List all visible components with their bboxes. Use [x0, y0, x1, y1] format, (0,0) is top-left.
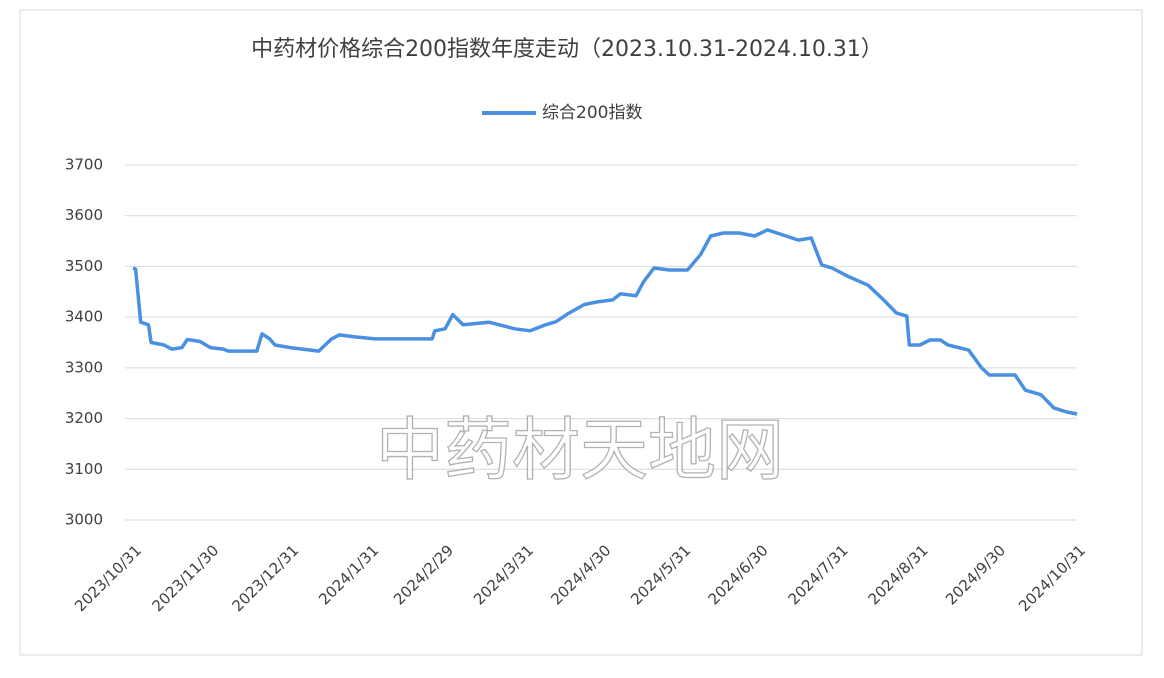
- legend-label: 综合200指数: [542, 103, 642, 123]
- y-tick-label: 3600: [65, 206, 103, 224]
- chart-title: 中药材价格综合200指数年度走动（2023.10.31-2024.10.31）: [251, 37, 883, 62]
- watermark: 中药材天地网: [376, 412, 784, 491]
- y-tick-label: 3500: [65, 257, 103, 275]
- y-tick-label: 3400: [65, 308, 103, 326]
- line-series: [132, 228, 1078, 416]
- y-tick-label: 3200: [65, 409, 103, 427]
- y-tick-label: 3700: [65, 156, 103, 174]
- chart-frame: [19, 9, 1143, 656]
- y-tick-label: 3100: [65, 460, 103, 478]
- y-tick-label: 3000: [65, 511, 103, 529]
- y-tick-label: 3300: [65, 358, 103, 376]
